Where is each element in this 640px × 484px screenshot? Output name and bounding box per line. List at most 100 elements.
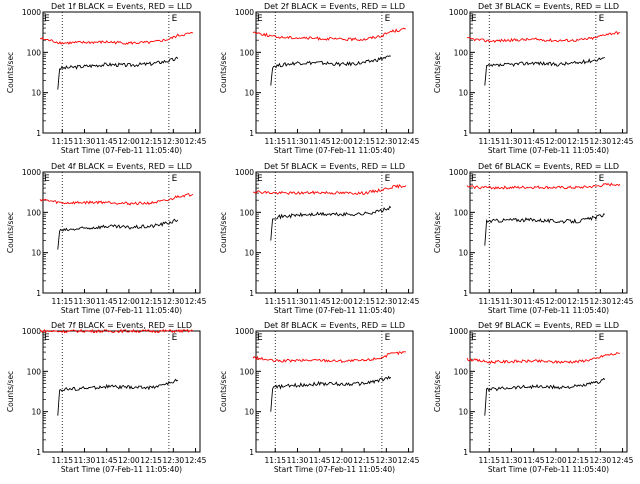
x-tick-label: 12:00 [545,137,567,146]
y-axis-label: Counts/sec [433,52,442,93]
y-tick-label: 100 [240,208,255,217]
lld-series-line [252,27,406,42]
y-tick-label: 100 [454,367,469,376]
x-tick-label: 12:45 [185,456,207,465]
x-tick-label: 11:15 [478,297,500,306]
y-axis-label: Counts/sec [219,371,228,412]
x-tick-label: 12:30 [376,137,398,146]
event-marker-label: E [599,174,605,184]
x-tick-label: 11:15 [51,297,73,306]
panel-title: Det 8f BLACK = Events, RED = LLD [264,321,405,330]
x-tick-label: 12:45 [185,297,207,306]
x-tick-label: 11:15 [478,456,500,465]
y-tick-label: 10 [244,249,254,258]
x-tick-label: 11:15 [264,456,286,465]
panel-title: Det 4f BLACK = Events, RED = LLD [51,162,192,171]
x-tick-label: 11:45 [523,137,545,146]
y-axis-label: Counts/sec [433,371,442,412]
y-tick-label: 10 [244,89,254,98]
x-tick-label: 12:00 [545,297,567,306]
y-tick-label: 1 [36,448,41,457]
x-tick-label: 12:30 [590,297,612,306]
x-tick-label: 11:45 [309,137,331,146]
y-tick-label: 10 [31,89,41,98]
y-tick-label: 10 [458,249,468,258]
lld-series-line [466,182,621,190]
plot-frame [255,171,414,294]
events-series-line [57,378,179,416]
panel-title: Det 5f BLACK = Events, RED = LLD [264,162,405,171]
y-tick-label: 1000 [22,8,41,17]
x-tick-label: 11:30 [287,297,309,306]
x-tick-label: 12:45 [612,137,634,146]
x-tick-label: 11:45 [309,297,331,306]
panel-title: Det 9f BLACK = Events, RED = LLD [478,321,619,330]
x-tick-label: 11:30 [501,297,523,306]
y-axis-label: Counts/sec [219,52,228,93]
plot-frame [42,171,201,294]
event-marker-label: E [471,174,477,184]
events-series-line [57,218,179,250]
lld-series-line [252,351,407,363]
x-tick-label: 11:30 [74,137,96,146]
y-tick-label: 10 [31,249,41,258]
y-tick-label: 10 [31,408,41,417]
x-tick-label: 12:00 [331,297,353,306]
y-tick-label: 1 [36,129,41,138]
y-tick-label: 100 [27,367,42,376]
x-tick-label: 11:45 [96,137,118,146]
x-axis-label: Start Time (07-Feb-11 11:05:40) [61,306,182,315]
y-tick-label: 1000 [22,168,41,177]
x-tick-label: 12:00 [118,456,140,465]
plot-frame [255,330,414,453]
panel-title: Det 3f BLACK = Events, RED = LLD [478,2,619,11]
y-axis-label: Counts/sec [219,212,228,253]
x-tick-label: 12:30 [376,456,398,465]
x-tick-label: 11:30 [287,456,309,465]
x-tick-label: 12:15 [353,456,375,465]
event-marker-label: E [44,333,50,343]
lld-series-line [39,193,194,206]
x-tick-label: 11:15 [51,456,73,465]
y-tick-label: 100 [27,208,42,217]
lld-series-line [466,352,620,365]
x-tick-label: 12:45 [185,137,207,146]
x-tick-label: 11:15 [264,137,286,146]
event-marker-label: E [385,174,391,184]
lld-series-line [39,32,194,45]
plot-frame [42,330,201,453]
x-tick-label: 11:30 [74,456,96,465]
y-tick-label: 10 [458,408,468,417]
x-tick-label: 11:15 [264,297,286,306]
panel-title: Det 1f BLACK = Events, RED = LLD [51,2,192,11]
plot-frame [42,11,201,134]
plot-frame [469,171,628,294]
y-axis-label: Counts/sec [6,371,15,412]
y-tick-label: 10 [458,89,468,98]
x-tick-label: 12:15 [567,456,589,465]
y-tick-label: 1000 [235,168,254,177]
y-tick-label: 1000 [449,168,468,177]
x-tick-label: 12:30 [590,137,612,146]
x-tick-label: 12:15 [140,456,162,465]
event-marker-label: E [257,333,263,343]
event-marker-label: E [599,333,605,343]
event-marker-label: E [471,14,477,24]
x-axis-label: Start Time (07-Feb-11 11:05:40) [274,306,395,315]
x-tick-label: 11:45 [309,456,331,465]
event-marker-label: E [471,333,477,343]
lld-series-line [252,184,407,195]
y-tick-label: 1000 [235,327,254,336]
y-tick-label: 1 [463,448,468,457]
x-tick-label: 11:15 [478,137,500,146]
event-marker-label: E [257,174,263,184]
lld-series-line [39,328,194,334]
y-tick-label: 1000 [449,327,468,336]
event-marker-label: E [172,333,178,343]
